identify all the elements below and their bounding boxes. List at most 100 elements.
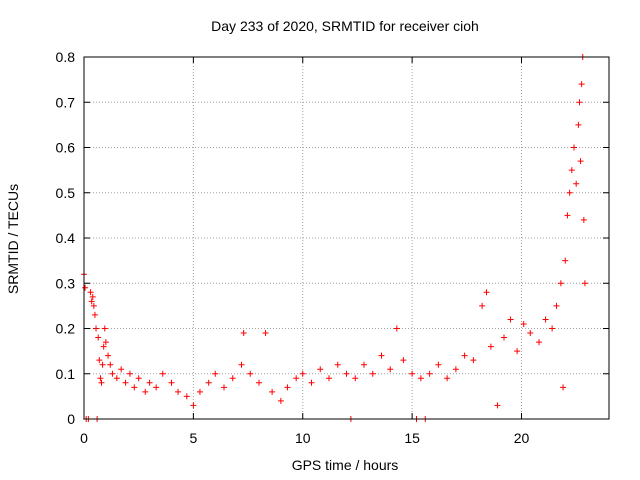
y-tick-label: 0.3 bbox=[56, 275, 76, 291]
data-point bbox=[564, 212, 571, 219]
data-point bbox=[277, 397, 284, 404]
data-point bbox=[153, 384, 160, 391]
data-point bbox=[369, 370, 376, 377]
data-point bbox=[229, 375, 236, 382]
data-point bbox=[87, 289, 94, 296]
data-point bbox=[542, 316, 549, 323]
data-point bbox=[487, 343, 494, 350]
data-point bbox=[122, 379, 129, 386]
data-point bbox=[417, 375, 424, 382]
data-point bbox=[97, 375, 104, 382]
y-tick-label: 0.2 bbox=[56, 321, 76, 337]
data-point bbox=[378, 352, 385, 359]
data-point bbox=[520, 320, 527, 327]
data-point bbox=[575, 121, 582, 128]
data-point bbox=[400, 357, 407, 364]
x-axis-label: GPS time / hours bbox=[292, 457, 399, 473]
chart-title: Day 233 of 2020, SRMTID for receiver cio… bbox=[211, 18, 479, 34]
data-point bbox=[566, 189, 573, 196]
y-axis-label: SRMTID / TECUs bbox=[5, 184, 21, 294]
data-point bbox=[183, 393, 190, 400]
data-point bbox=[262, 330, 269, 337]
data-point bbox=[461, 352, 468, 359]
data-point bbox=[470, 357, 477, 364]
data-point bbox=[435, 361, 442, 368]
data-point bbox=[527, 330, 534, 337]
data-point bbox=[452, 366, 459, 373]
data-point bbox=[146, 379, 153, 386]
y-tick-label: 0 bbox=[67, 411, 75, 427]
data-point bbox=[334, 361, 341, 368]
data-point bbox=[483, 289, 490, 296]
data-point bbox=[549, 325, 556, 332]
data-point bbox=[293, 375, 300, 382]
data-point bbox=[107, 361, 114, 368]
data-point bbox=[98, 379, 105, 386]
data-point bbox=[479, 302, 486, 309]
data-point bbox=[95, 334, 102, 341]
data-point bbox=[568, 167, 575, 174]
data-point bbox=[89, 293, 96, 300]
data-point bbox=[571, 144, 577, 151]
data-point bbox=[269, 388, 276, 395]
data-point bbox=[409, 370, 416, 377]
data-point bbox=[126, 370, 133, 377]
data-point bbox=[105, 352, 112, 359]
y-tick-label: 0.1 bbox=[56, 366, 76, 382]
data-point bbox=[238, 361, 245, 368]
data-point bbox=[514, 348, 521, 355]
data-point bbox=[131, 384, 138, 391]
x-tick-label: 5 bbox=[189, 430, 197, 446]
data-point bbox=[577, 158, 584, 165]
data-point bbox=[352, 375, 359, 382]
y-tick-label: 0.4 bbox=[56, 230, 76, 246]
data-point bbox=[90, 302, 97, 309]
data-point bbox=[96, 357, 103, 364]
data-point bbox=[101, 325, 108, 332]
data-point bbox=[221, 384, 227, 391]
y-tick-label: 0.7 bbox=[56, 94, 76, 110]
data-point bbox=[118, 366, 125, 373]
data-point bbox=[175, 388, 182, 395]
data-point bbox=[560, 384, 567, 391]
data-point bbox=[299, 370, 306, 377]
data-point bbox=[426, 370, 433, 377]
data-point bbox=[168, 379, 175, 386]
data-point bbox=[212, 370, 219, 377]
data-point bbox=[317, 366, 324, 373]
data-point bbox=[109, 370, 116, 377]
x-tick-label: 15 bbox=[404, 430, 420, 446]
data-point bbox=[82, 284, 89, 291]
data-point bbox=[361, 361, 367, 368]
x-tick-label: 10 bbox=[295, 430, 311, 446]
data-point bbox=[102, 339, 109, 346]
y-tick-label: 0.8 bbox=[56, 49, 76, 65]
data-point bbox=[256, 379, 262, 386]
data-point bbox=[308, 379, 315, 386]
data-point bbox=[557, 280, 564, 287]
data-point bbox=[553, 302, 560, 309]
x-tick-label: 20 bbox=[514, 430, 530, 446]
data-point bbox=[581, 280, 588, 287]
data-point bbox=[494, 402, 501, 409]
data-point bbox=[196, 388, 203, 395]
data-point bbox=[578, 81, 585, 88]
data-point bbox=[507, 316, 514, 323]
y-tick-label: 0.5 bbox=[56, 185, 76, 201]
data-point bbox=[247, 370, 254, 377]
y-tick-label: 0.6 bbox=[56, 140, 76, 156]
data-point bbox=[393, 325, 400, 332]
data-point bbox=[343, 370, 350, 377]
data-points bbox=[81, 54, 588, 422]
data-point bbox=[573, 180, 580, 187]
data-point bbox=[387, 366, 394, 373]
data-point bbox=[562, 257, 569, 264]
data-point bbox=[205, 379, 212, 386]
data-point bbox=[580, 216, 587, 223]
data-point bbox=[240, 330, 247, 337]
axis-ticks: 0 0.1 0.2 0.3 0.4 0.5 0.6 0.7 0.8 0 5 10 15 20 bbox=[56, 49, 609, 446]
data-point bbox=[190, 402, 197, 409]
data-point bbox=[284, 384, 291, 391]
grid bbox=[84, 57, 609, 419]
